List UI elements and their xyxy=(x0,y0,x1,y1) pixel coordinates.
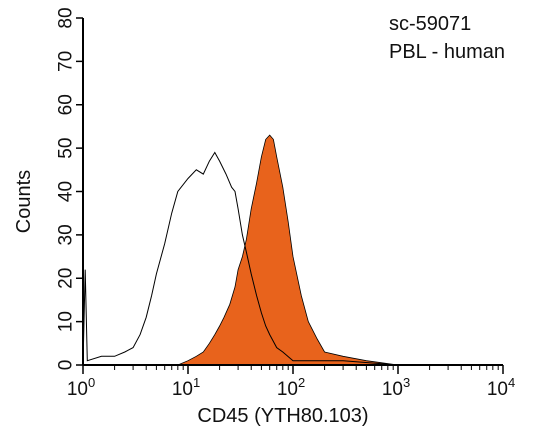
annotation-antibody: sc-59071 xyxy=(389,13,471,35)
y-tick-label: 20 xyxy=(56,268,77,289)
histogram-outline-series xyxy=(82,151,503,366)
annotation-sample: PBL - human xyxy=(389,41,505,63)
y-tick-label: 60 xyxy=(56,94,77,115)
histogram-filled-series xyxy=(83,134,503,366)
x-tick-label: 103 xyxy=(382,375,410,400)
y-tick-label: 70 xyxy=(56,51,77,72)
x-axis-label: CD45 (YTH80.103) xyxy=(197,405,368,427)
x-tick-label: 102 xyxy=(277,375,305,400)
y-tick-label: 50 xyxy=(56,138,77,159)
y-tick-label: 40 xyxy=(56,181,77,202)
y-axis-label: Counts xyxy=(13,170,35,233)
x-tick-label: 100 xyxy=(67,375,95,400)
x-tick-label: 101 xyxy=(172,375,200,400)
y-tick-label: 0 xyxy=(56,360,77,371)
y-tick-label: 80 xyxy=(56,7,77,28)
y-tick-label: 30 xyxy=(56,224,77,245)
x-tick-label: 104 xyxy=(487,375,515,400)
y-tick-label: 10 xyxy=(56,311,77,332)
